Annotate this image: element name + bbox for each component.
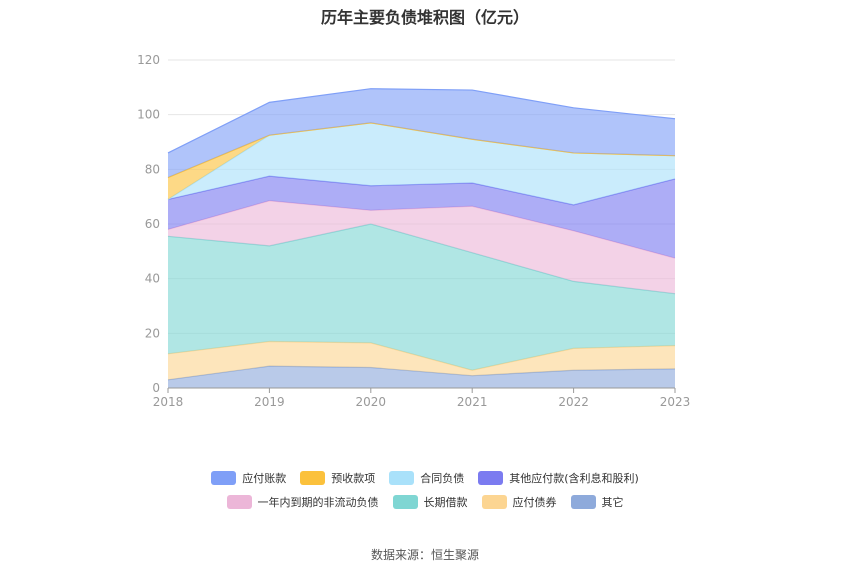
legend-item[interactable]: 合同负债 [389,470,464,486]
legend-label: 应付债券 [512,496,557,509]
legend-swatch [211,471,237,485]
legend-swatch [478,471,504,485]
area-series-4[interactable] [168,176,675,259]
area-series-5[interactable] [168,122,675,205]
y-tick-label: 20 [145,326,160,340]
legend-swatch [481,495,507,509]
legend-swatch [392,495,418,509]
axes: 0 20 40 60 80 100 120 2018 2019 2020 2021 2022 2023 [137,53,690,409]
x-tick-label: 2018 [153,395,184,409]
legend-item[interactable]: 其他应付款(含利息和股利) [478,470,639,486]
area-series-1[interactable] [168,341,675,380]
x-tick-label: 2020 [356,395,387,409]
x-tick-label: 2021 [457,395,488,409]
y-tick-label: 40 [145,272,160,286]
legend-swatch [389,471,415,485]
x-tick-label: 2022 [558,395,589,409]
legend-label: 应付账款 [242,472,287,485]
series-line-7 [167,88,676,154]
y-tick-label: 120 [137,53,160,67]
x-tick-label: 2019 [254,395,285,409]
legend-label: 预收款项 [331,472,376,485]
legend-item[interactable]: 其它 [570,494,624,510]
area-series-7[interactable] [168,88,675,178]
legend-item[interactable]: 长期借款 [392,494,468,510]
legend-row: 一年内到期的非流动负债 长期借款 应付债券 其它 [0,494,850,510]
legend-label: 合同负债 [420,472,465,485]
area-series-3[interactable] [168,200,675,294]
legend: 应付账款 预收款项 合同负债 其他应付款(含利息和股利) 一年内到期的非流动负债 长期借… [0,470,850,518]
y-tick-label: 0 [152,381,160,395]
y-tick-label: 60 [145,217,160,231]
legend-item[interactable]: 预收款项 [300,470,375,486]
x-tick-label: 2023 [660,395,691,409]
legend-label: 一年内到期的非流动负债 [257,496,379,509]
legend-label: 其他应付款(含利息和股利) [509,472,639,485]
legend-swatch [300,471,326,485]
legend-label: 其它 [601,496,624,509]
y-tick-label: 100 [137,108,160,122]
legend-item[interactable]: 一年内到期的非流动负债 [226,494,379,510]
source-note: 数据来源：恒生聚源 [370,548,479,562]
legend-swatch [570,495,596,509]
stacked-areas [167,88,676,388]
legend-row: 应付账款 预收款项 合同负债 其他应付款(含利息和股利) [0,470,850,486]
legend-item[interactable]: 应付债券 [481,494,557,510]
area-series-2[interactable] [168,224,675,371]
legend-swatch [226,495,252,509]
legend-label: 长期借款 [423,496,468,509]
chart-title: 历年主要负债堆积图（亿元） [320,8,529,27]
legend-item[interactable]: 应付账款 [211,470,286,486]
y-tick-label: 80 [145,162,160,176]
